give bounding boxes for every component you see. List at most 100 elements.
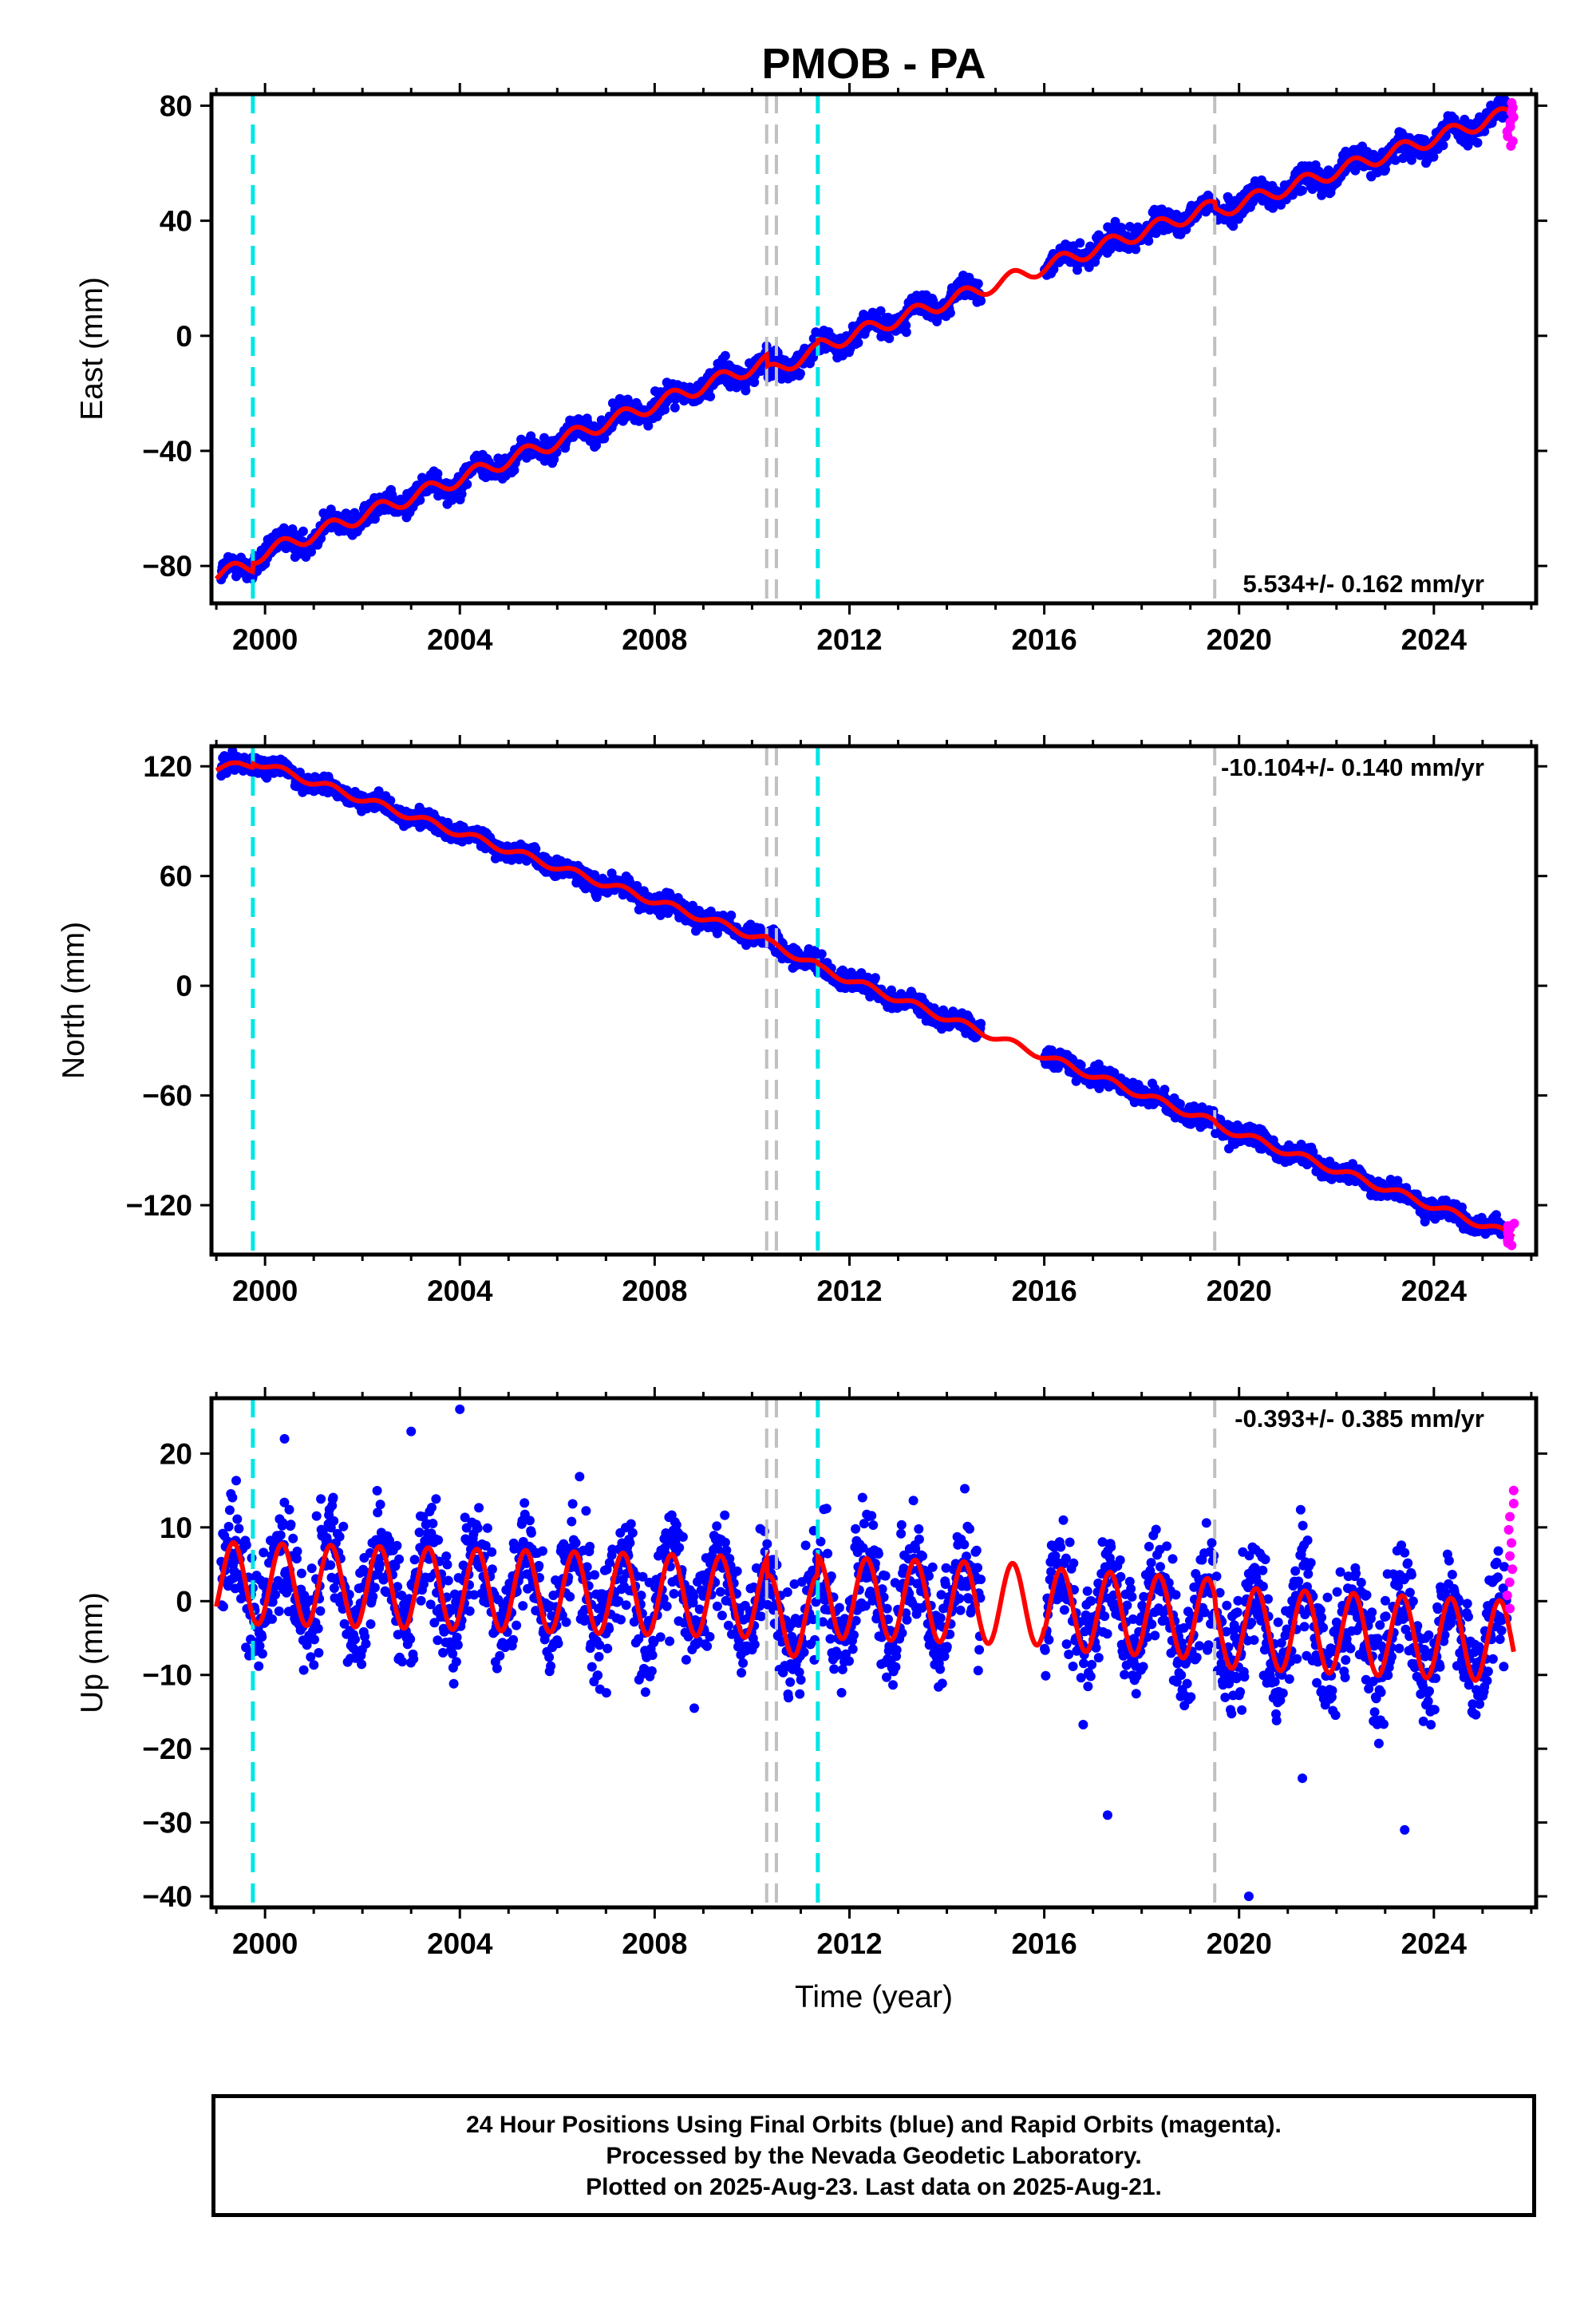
data-point (311, 1511, 322, 1521)
x-tick-label: 2016 (1011, 623, 1077, 656)
data-point (901, 320, 911, 330)
data-point (334, 1531, 345, 1542)
data-point (973, 279, 983, 289)
data-point (232, 1514, 243, 1524)
x-tick-label: 2008 (622, 623, 687, 656)
x-tick-label: 2020 (1207, 623, 1272, 656)
panel-north: 2000 2004 2008 2012 2016 2020 2024−120−6006012… (57, 735, 1547, 1307)
data-point (241, 1539, 251, 1550)
data-point (670, 402, 680, 413)
velocity-rate-label: -10.104+/- 0.140 mm/yr (1221, 753, 1484, 781)
data-point (655, 910, 666, 920)
data-point (1438, 140, 1448, 151)
data-point (870, 973, 880, 983)
data-point (643, 421, 654, 431)
model-fit-line (215, 760, 1515, 1239)
plot-area (215, 746, 1519, 1255)
data-point (1075, 238, 1085, 248)
x-tick-label: 2000 (232, 1275, 298, 1307)
final-orbit-points (216, 1404, 1512, 1902)
plot-frame (209, 92, 1539, 606)
data-point (284, 1504, 294, 1515)
data-point (1144, 235, 1154, 246)
x-tick-label: 2012 (816, 1275, 882, 1307)
data-point (257, 1632, 267, 1642)
data-point (945, 308, 955, 318)
data-point (296, 1568, 306, 1579)
model-fit-line (214, 106, 1515, 581)
data-point (315, 1606, 326, 1616)
data-point (292, 1546, 302, 1556)
x-tick-label: 2000 (232, 623, 298, 656)
data-point (663, 908, 674, 919)
data-point (254, 1661, 264, 1671)
data-point (976, 1018, 986, 1029)
data-point (591, 892, 602, 903)
x-tick-label: 2020 (1207, 1275, 1272, 1307)
data-point (1159, 1085, 1170, 1095)
data-point (329, 1583, 339, 1593)
data-point (385, 796, 396, 806)
data-point (298, 526, 308, 536)
data-point (531, 844, 541, 854)
y-tick-label: 0 (176, 970, 192, 1002)
x-tick-label: 2024 (1401, 623, 1468, 656)
data-point (275, 1530, 286, 1540)
data-point (705, 391, 716, 401)
y-axis-label: North (mm) (57, 922, 91, 1079)
data-point (273, 1575, 283, 1586)
panel-east: 2000 2004 2008 2012 2016 2020 2024−80−4004080E… (75, 83, 1547, 656)
y-tick-label: 40 (160, 205, 192, 238)
final-orbit-points (216, 94, 1512, 585)
data-point (274, 1606, 284, 1616)
data-point (1472, 137, 1483, 148)
plot-area (214, 1398, 1519, 1907)
y-tick-label: 0 (176, 320, 192, 353)
data-point (241, 1642, 251, 1653)
data-point (267, 1614, 277, 1624)
rapid-orbit-point (1509, 1219, 1519, 1229)
x-tick-label: 2016 (1011, 1275, 1077, 1307)
data-point (231, 1476, 241, 1486)
data-point (257, 1649, 267, 1659)
data-point (938, 1005, 949, 1015)
data-point (224, 1505, 235, 1516)
y-tick-label: 60 (160, 860, 192, 893)
data-point (218, 1602, 228, 1612)
data-point (816, 949, 827, 959)
x-tick-label: 2004 (427, 623, 493, 656)
data-point (278, 1518, 288, 1528)
data-point (309, 1660, 319, 1670)
x-tick-label: 2024 (1401, 1275, 1468, 1307)
data-point (1428, 152, 1439, 162)
data-point (1499, 110, 1509, 121)
data-point (298, 1665, 309, 1675)
velocity-rate-label: 5.534+/- 0.162 mm/yr (1243, 570, 1484, 598)
data-point (313, 1623, 323, 1634)
y-tick-label: −60 (142, 1080, 192, 1113)
data-point (1297, 185, 1307, 196)
data-point (231, 571, 241, 582)
data-point (306, 1652, 316, 1662)
data-point (259, 1547, 269, 1558)
data-point (415, 495, 425, 505)
data-point (288, 1533, 298, 1543)
data-point (310, 1634, 319, 1645)
data-point (976, 296, 986, 306)
data-point (1308, 1147, 1318, 1157)
data-point (884, 334, 895, 343)
data-point (1110, 216, 1120, 227)
y-tick-label: −40 (142, 435, 192, 468)
data-point (462, 479, 472, 489)
data-point (795, 369, 805, 378)
data-point (726, 911, 737, 920)
data-point (267, 1597, 278, 1607)
data-point (1109, 1068, 1120, 1078)
data-point (853, 338, 863, 348)
y-tick-label: 120 (143, 750, 192, 783)
panel-up: 2000 2004 2008 2012 2016 2020 2024−40−30−20−10… (75, 1387, 1547, 1960)
data-point (1076, 1060, 1086, 1070)
data-point (223, 1521, 234, 1531)
data-point (234, 1524, 244, 1534)
